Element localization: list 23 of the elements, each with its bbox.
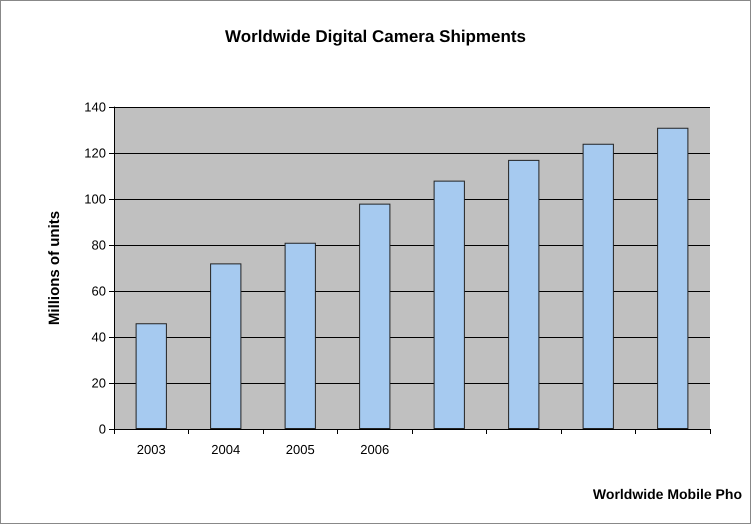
y-tick-label: 40: [92, 330, 106, 344]
bar: [657, 128, 688, 429]
bar: [508, 160, 540, 429]
y-tick-label: 120: [84, 146, 106, 160]
bar: [434, 180, 465, 429]
x-tick-label: 2003: [136, 442, 166, 457]
y-tick-label: 80: [92, 238, 106, 252]
x-tick-label: 2005: [286, 442, 315, 457]
bar: [136, 323, 167, 429]
y-tick-label: 0: [98, 422, 106, 436]
y-tick-label: 100: [84, 192, 106, 206]
bar: [210, 263, 242, 429]
text: Worldwide Mobile Pho: [592, 486, 742, 502]
y-tick-label: 20: [92, 376, 106, 390]
x-tick-label: 2004: [211, 442, 240, 457]
bar: [582, 144, 614, 429]
x-tick-label: 2006: [360, 442, 390, 457]
bar: [284, 242, 316, 429]
y-tick-label: 140: [84, 100, 106, 114]
chart-title: Worldwide Digital Camera Shipments: [224, 27, 526, 46]
y-axis-title: Millions of units: [46, 210, 63, 326]
y-tick-label: 60: [92, 284, 106, 298]
bar: [359, 204, 390, 429]
